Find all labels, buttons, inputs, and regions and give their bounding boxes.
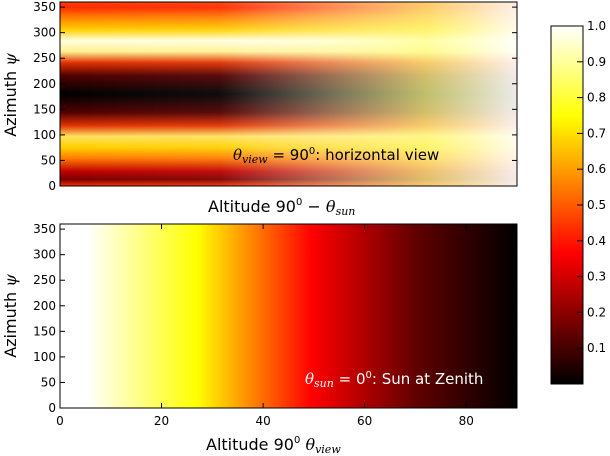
colorbar-tick-label: 0.4 bbox=[587, 234, 606, 248]
bottom-ytick-label: 300 bbox=[33, 248, 56, 262]
bottom-ytick-label: 250 bbox=[33, 273, 56, 287]
colorbar-tick-label: 0.3 bbox=[587, 270, 606, 284]
top-xlabel-main: Altitude 90 bbox=[208, 197, 296, 216]
bottom-ytick-label: 100 bbox=[33, 350, 56, 364]
colorbar-tick-label: 1.0 bbox=[587, 19, 606, 33]
bot-xlabel-main: Altitude 90 bbox=[206, 435, 294, 454]
top-y-axis-label: Azimuth ψ bbox=[1, 53, 20, 137]
colorbar-tick-label: 0.1 bbox=[587, 341, 606, 355]
top-plot-frame bbox=[59, 1, 518, 187]
bot-annot-eq: = 0 bbox=[334, 370, 366, 388]
top-annot-sup: 0 bbox=[309, 146, 315, 157]
top-ytick-label: 200 bbox=[33, 77, 56, 91]
bot-xlabel-sup: 0 bbox=[294, 435, 300, 446]
bottom-ytick-label: 150 bbox=[33, 324, 56, 338]
bottom-ytick-label: 200 bbox=[33, 299, 56, 313]
bot-annot-sup: 0 bbox=[366, 370, 372, 381]
colorbar-ticks: 0.1 0.2 0.3 0.4 0.5 0.6 0.7 0.8 0.9 1.0 bbox=[577, 19, 606, 355]
bottom-xtick-label: 40 bbox=[255, 414, 270, 428]
top-ytick-label: 300 bbox=[33, 26, 56, 40]
bot-ylabel-word: Azimuth bbox=[1, 292, 20, 358]
top-xlabel-sup: 0 bbox=[296, 197, 302, 208]
colorbar-tick-label: 0.9 bbox=[587, 55, 606, 69]
bot-annot-theta: θ bbox=[305, 370, 314, 388]
bot-annot-rest: : Sun at Zenith bbox=[372, 370, 484, 388]
top-annot-theta: θ bbox=[233, 146, 242, 164]
top-ylabel-sym: ψ bbox=[1, 53, 20, 66]
bottom-xtick-label: 60 bbox=[357, 414, 372, 428]
top-ytick-label: 150 bbox=[33, 102, 56, 116]
bottom-y-axis-label: Azimuth ψ bbox=[1, 274, 20, 358]
bottom-x-axis-label: Altitude 900 θview bbox=[206, 435, 341, 456]
bottom-ytick-label: 350 bbox=[33, 222, 56, 236]
top-xlabel-minus: − bbox=[302, 197, 326, 216]
bot-ylabel-sym: ψ bbox=[1, 274, 20, 287]
top-xlabel-theta: θ bbox=[326, 197, 336, 216]
top-ytick-label: 250 bbox=[33, 51, 56, 65]
bottom-xtick-label: 0 bbox=[56, 414, 64, 428]
bottom-xtick-label: 20 bbox=[154, 414, 169, 428]
top-xlabel-sub: sun bbox=[336, 205, 356, 218]
top-ytick-label: 350 bbox=[33, 0, 56, 14]
bottom-heatmap bbox=[60, 224, 517, 408]
colorbar-tick-label: 0.6 bbox=[587, 162, 606, 176]
bot-xlabel-theta: θ bbox=[305, 435, 315, 454]
top-ytick-label: 0 bbox=[48, 179, 56, 193]
colorbar-tick-label: 0.7 bbox=[587, 126, 606, 140]
top-heatmap-fade bbox=[60, 2, 517, 186]
top-annotation: θview = 900: horizontal view bbox=[233, 146, 439, 166]
colorbar: 0.1 0.2 0.3 0.4 0.5 0.6 0.7 0.8 0.9 1.0 bbox=[550, 19, 606, 385]
bottom-plot-frame bbox=[59, 223, 518, 409]
top-annot-eq: = 90 bbox=[268, 146, 309, 164]
bottom-ytick-label: 50 bbox=[41, 375, 56, 389]
top-annot-rest: : horizontal view bbox=[315, 146, 439, 164]
bottom-annotation: θsun = 00: Sun at Zenith bbox=[305, 370, 483, 390]
colorbar-tick-label: 0.2 bbox=[587, 305, 606, 319]
bottom-xtick-label: 80 bbox=[459, 414, 474, 428]
top-annot-sub: view bbox=[242, 153, 268, 166]
top-x-axis-label: Altitude 900 − θsun bbox=[208, 197, 355, 218]
bottom-yticks: 0 50 100 150 200 250 300 350 bbox=[33, 222, 517, 415]
colorbar-tick-label: 0.5 bbox=[587, 198, 606, 212]
bot-xlabel-sub: view bbox=[315, 443, 341, 456]
bot-annot-sub: sun bbox=[314, 377, 334, 390]
bottom-xticks: 0 20 40 60 80 bbox=[56, 224, 474, 428]
top-ytick-label: 50 bbox=[41, 153, 56, 167]
top-ylabel-word: Azimuth bbox=[1, 71, 20, 137]
top-ytick-label: 100 bbox=[33, 128, 56, 142]
top-yticks: 0 50 100 150 200 250 300 350 bbox=[33, 0, 517, 193]
bottom-ytick-label: 0 bbox=[48, 401, 56, 415]
colorbar-tick-label: 0.8 bbox=[587, 91, 606, 105]
